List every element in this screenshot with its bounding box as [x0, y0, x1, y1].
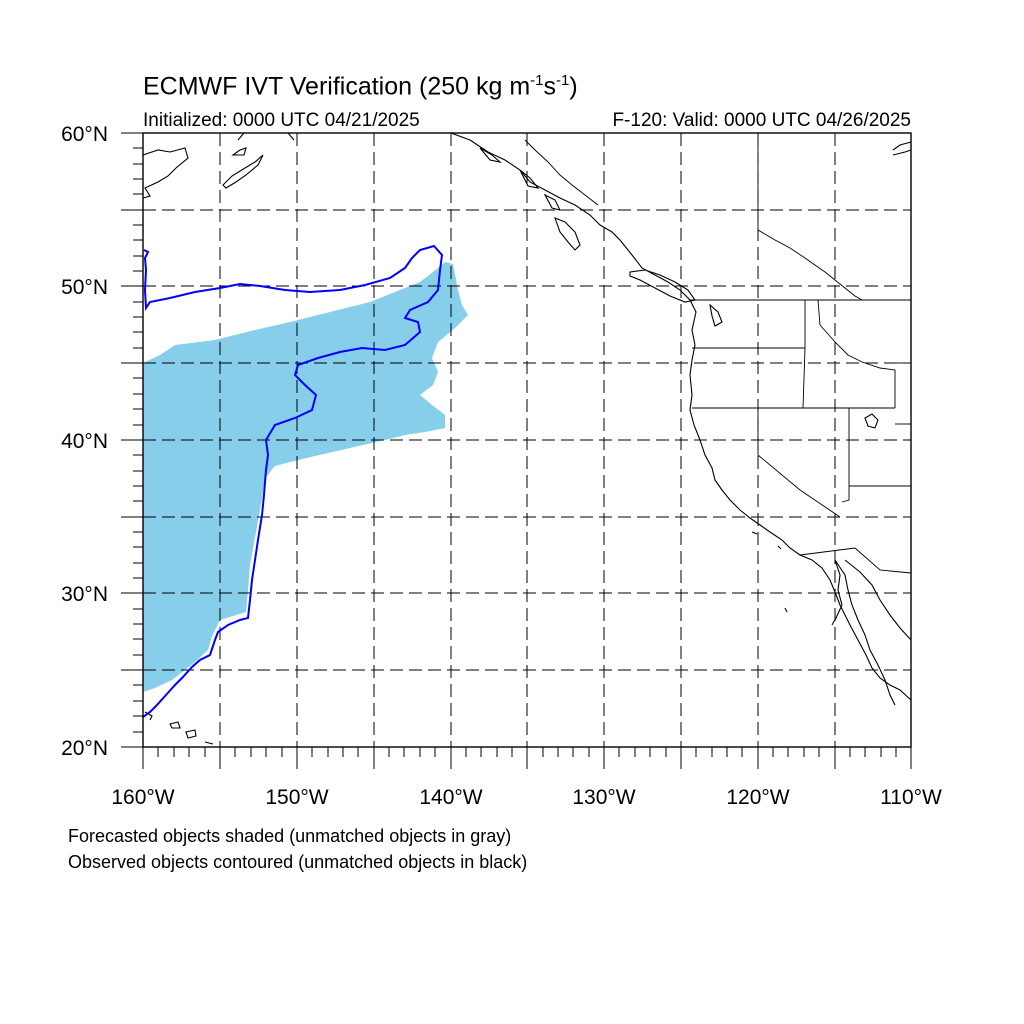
lat-label-40: 40°N	[61, 430, 108, 453]
coastlines	[142, 132, 912, 745]
lon-label-120w: 120°W	[726, 786, 789, 809]
lat-label-50: 50°N	[61, 276, 108, 299]
lat-label-20: 20°N	[61, 737, 108, 760]
lat-label-30: 30°N	[61, 583, 108, 606]
initialized-label: Initialized: 0000 UTC 04/21/2025	[143, 110, 420, 131]
lon-label-110w: 110°W	[880, 786, 942, 809]
lon-label-140w: 140°W	[419, 786, 482, 809]
axis-ticks	[121, 132, 912, 769]
lat-label-60: 60°N	[61, 123, 108, 146]
legend-forecast-note: Forecasted objects shaded (unmatched obj…	[68, 826, 512, 846]
political-borders	[524, 133, 912, 574]
observed-object-contour	[142, 244, 444, 718]
legend-observed-note: Observed objects contoured (unmatched ob…	[68, 852, 528, 872]
graticule	[143, 133, 911, 747]
lon-label-160w: 160°W	[111, 786, 174, 809]
lon-label-130w: 130°W	[572, 786, 635, 809]
forecast-object	[143, 262, 468, 692]
map-title: ECMWF IVT Verification (250 kg m-1s-1)	[143, 72, 578, 101]
lon-label-150w: 150°W	[265, 786, 328, 809]
valid-time-label: F-120: Valid: 0000 UTC 04/26/2025	[612, 110, 911, 131]
